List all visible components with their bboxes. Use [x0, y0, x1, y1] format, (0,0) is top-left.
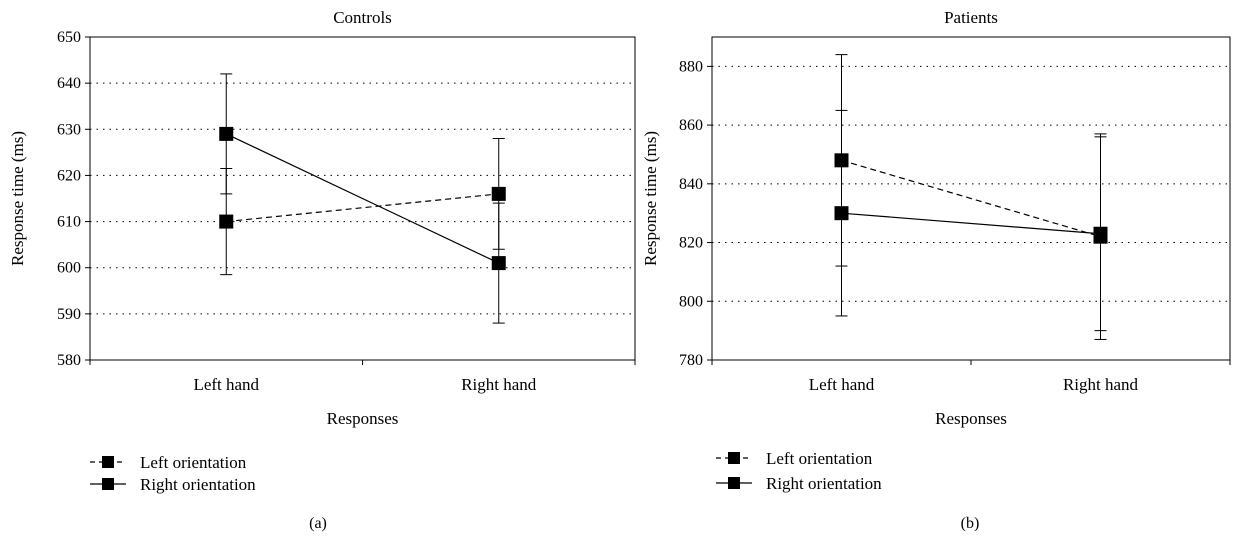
legend: Left orientation Right orientation [90, 453, 256, 494]
data-point-marker [834, 206, 849, 221]
legend-marker [728, 452, 740, 464]
y-tick-label: 630 [57, 121, 81, 138]
series-left-orientation [834, 54, 1108, 340]
legend-label: Right orientation [766, 474, 882, 493]
chart-panel-b: Patients 780 800 820 840 860 880 Left hand Right… [641, 8, 1231, 532]
y-tick-label: 780 [679, 352, 703, 369]
legend-label: Left orientation [766, 449, 873, 468]
y-tick-label: 820 [679, 235, 703, 252]
y-tick-label: 800 [679, 293, 703, 310]
x-tick-label: Left hand [193, 375, 259, 394]
series-line [225, 133, 500, 264]
series-line [841, 212, 1101, 235]
panel-label: (a) [309, 515, 327, 532]
y-tick-label: 650 [57, 29, 81, 46]
series-left-orientation [219, 138, 506, 276]
y-axis-label: Response time (ms) [8, 131, 27, 266]
data-point-marker [1093, 226, 1108, 241]
x-tick-label: Left hand [809, 375, 875, 394]
legend-marker [102, 456, 114, 468]
legend-marker [102, 478, 114, 490]
series-line [226, 193, 499, 223]
y-tick-label: 640 [57, 75, 81, 92]
data-point-marker [491, 256, 506, 271]
y-tick-label: 840 [679, 176, 703, 193]
x-axis-label: Responses [327, 409, 399, 428]
y-axis-label: Response time (ms) [641, 131, 660, 266]
legend: Left orientation Right orientation [716, 449, 882, 493]
y-tick-label: 600 [57, 260, 81, 277]
series-right-orientation [219, 73, 506, 324]
chart-title: Controls [333, 8, 392, 27]
y-tick-label: 580 [57, 352, 81, 369]
panel-label: (b) [961, 515, 980, 532]
y-tick-label: 610 [57, 214, 81, 231]
legend-marker [728, 477, 740, 489]
data-point-marker [219, 214, 234, 229]
y-tick-label: 620 [57, 167, 81, 184]
y-tick-label: 590 [57, 306, 81, 323]
chart-panel-a: Controls 580 590 600 610 620 630 640 650 Left han… [8, 8, 636, 532]
legend-label: Right orientation [140, 475, 256, 494]
x-tick-label: Right hand [1063, 375, 1139, 394]
series-line [841, 159, 1101, 238]
data-point-marker [219, 126, 234, 141]
y-tick-label: 860 [679, 117, 703, 134]
series-right-orientation [834, 109, 1108, 332]
x-tick-label: Right hand [461, 375, 537, 394]
legend-label: Left orientation [140, 453, 247, 472]
x-axis-label: Responses [935, 409, 1007, 428]
chart-title: Patients [944, 8, 998, 27]
data-point-marker [491, 186, 506, 201]
y-tick-label: 880 [679, 58, 703, 75]
